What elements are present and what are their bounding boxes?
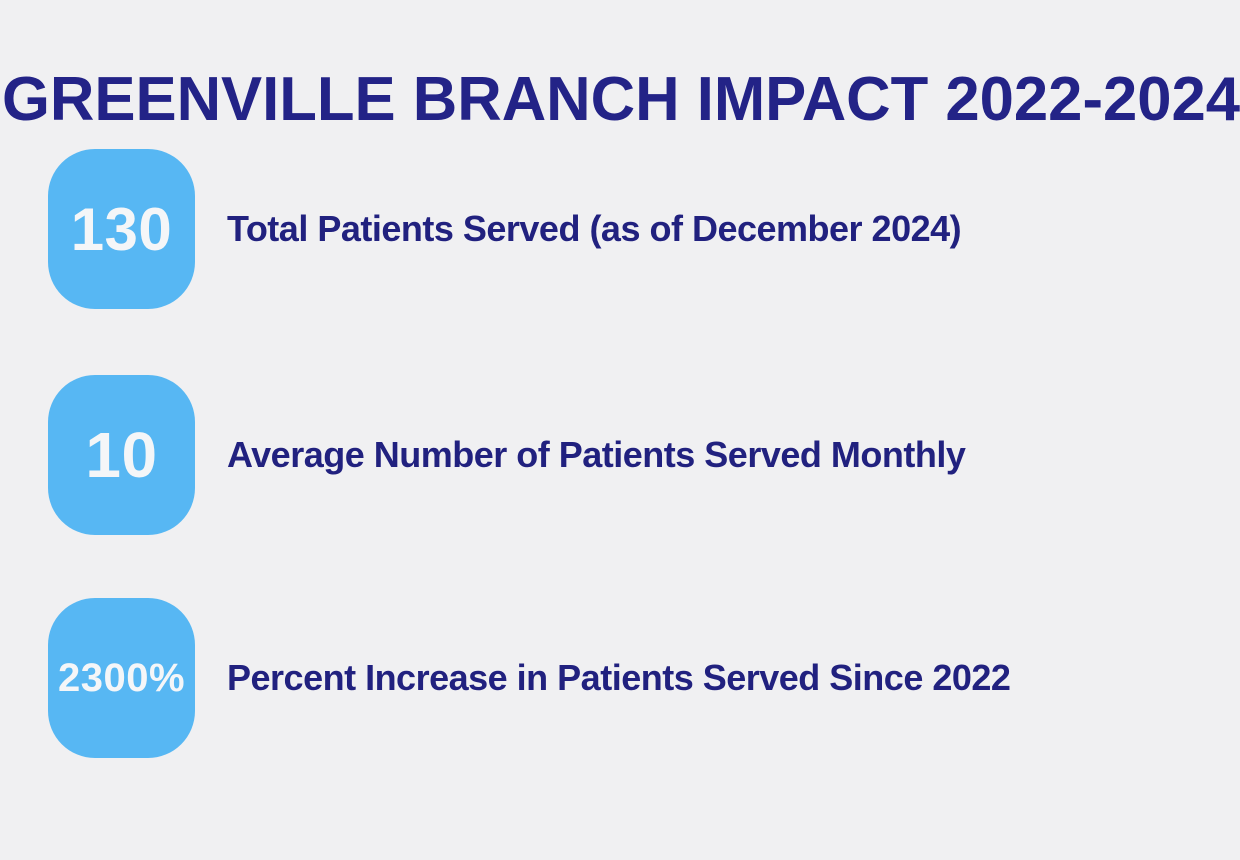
stat-label: Average Number of Patients Served Monthl… [227, 434, 966, 475]
stat-badge: 130 [48, 149, 195, 309]
stat-value: 10 [85, 419, 158, 491]
stat-value: 2300% [57, 655, 186, 700]
stat-label: Total Patients Served (as of December 20… [227, 208, 962, 249]
stat-value: 130 [70, 195, 173, 263]
stat-row: 10 Average Number of Patients Served Mon… [48, 375, 966, 535]
stat-row: 2300% Percent Increase in Patients Serve… [48, 598, 1011, 758]
stat-badge: 2300% [48, 598, 195, 758]
stat-label: Percent Increase in Patients Served Sinc… [227, 657, 1011, 698]
page-title-text: GREENVILLE BRANCH IMPACT 2022-2024 [2, 64, 1240, 134]
stat-row: 130 Total Patients Served (as of Decembe… [48, 149, 962, 309]
stat-badge: 10 [48, 375, 195, 535]
page-title: GREENVILLE BRANCH IMPACT 2022-2024 [2, 64, 1240, 135]
